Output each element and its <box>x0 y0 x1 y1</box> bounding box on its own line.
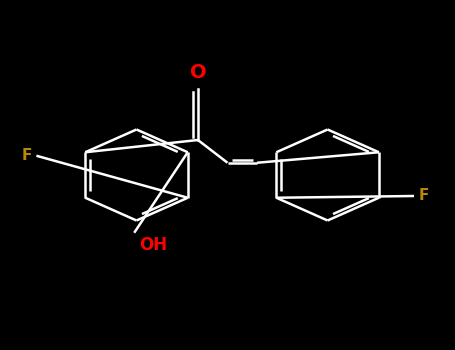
Text: O: O <box>190 63 206 82</box>
Text: F: F <box>21 148 32 163</box>
Text: F: F <box>419 189 429 203</box>
Text: OH: OH <box>139 236 167 254</box>
